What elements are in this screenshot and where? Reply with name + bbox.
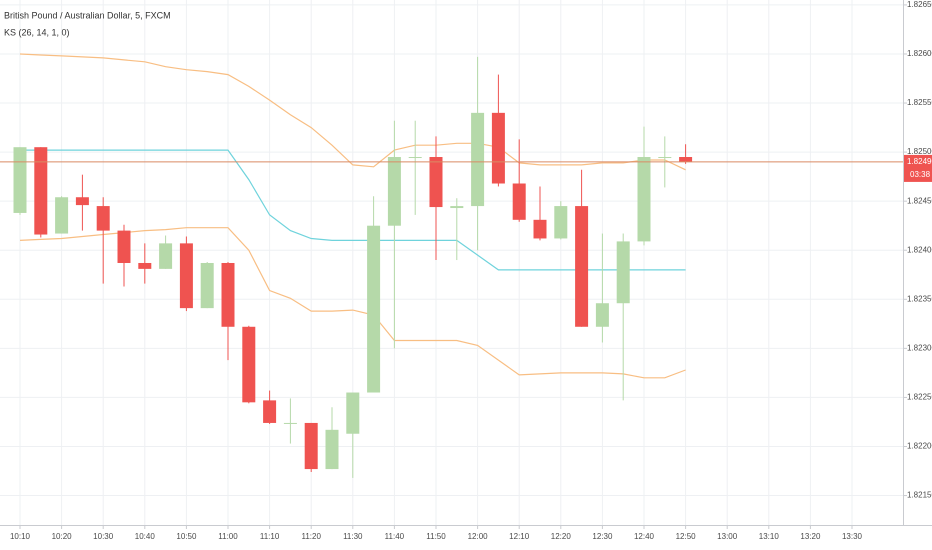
candle-body: [595, 303, 609, 327]
x-tick-label: 10:20: [52, 532, 73, 541]
candle-body: [450, 206, 464, 209]
candle-body: [554, 206, 568, 239]
candle-body: [179, 243, 193, 309]
x-tick-label: 12:00: [468, 532, 489, 541]
x-tick-label: 11:30: [343, 532, 363, 541]
x-tick-label: 13:10: [759, 532, 780, 541]
y-tick-label: 1.82550: [907, 98, 932, 107]
x-tick-label: 11:20: [301, 532, 321, 541]
candle-body: [512, 183, 526, 220]
indicator-label: KS (26, 14, 1, 0): [4, 27, 70, 37]
x-tick-label: 13:20: [800, 532, 821, 541]
y-tick-label: 1.82650: [907, 0, 932, 9]
candle-body: [117, 230, 131, 263]
x-tick-label: 11:00: [218, 532, 238, 541]
x-tick-label: 10:50: [176, 532, 197, 541]
y-tick-label: 1.82450: [907, 196, 932, 205]
candle-body: [429, 157, 443, 208]
indicator-line: [20, 149, 686, 271]
candle-body: [533, 219, 547, 239]
x-tick-label: 10:40: [135, 532, 156, 541]
candle-body: [221, 262, 235, 327]
candle-body: [55, 197, 69, 234]
candle-body: [346, 392, 360, 434]
candle-body: [304, 422, 318, 470]
candle-body: [159, 243, 173, 269]
chart-title: British Pound / Australian Dollar, 5, FX…: [4, 10, 171, 20]
x-tick-label: 13:30: [842, 532, 863, 541]
candle-body: [387, 157, 401, 226]
y-tick-label: 1.82150: [907, 491, 932, 500]
candle-body: [616, 241, 630, 304]
candle-body: [658, 157, 672, 159]
candle-body: [34, 147, 48, 235]
candle-body: [200, 262, 214, 309]
y-tick-label: 1.82600: [907, 49, 932, 58]
x-tick-label: 12:40: [634, 532, 655, 541]
candle-body: [471, 112, 485, 207]
y-tick-label: 1.82500: [907, 147, 932, 156]
candle-body: [138, 262, 152, 269]
x-tick-label: 12:10: [509, 532, 530, 541]
x-tick-label: 10:10: [10, 532, 31, 541]
x-tick-label: 11:50: [426, 532, 446, 541]
axes: 1.82150 1.82200 1.82250 1.82300 1.82350 1.824…: [10, 0, 932, 541]
y-tick-label: 1.82250: [907, 393, 932, 402]
x-tick-label: 12:50: [676, 532, 697, 541]
candle-body: [75, 197, 89, 206]
x-tick-label: 11:10: [260, 532, 280, 541]
candle-body: [367, 225, 381, 393]
candle-body: [408, 157, 422, 159]
countdown: 03:38: [910, 170, 931, 179]
y-tick-label: 1.82300: [907, 343, 932, 352]
last-price-tag: [904, 154, 932, 182]
candle-body: [325, 429, 339, 470]
candle-body: [13, 147, 27, 213]
candle-body: [263, 400, 277, 423]
candle-body: [575, 206, 589, 327]
y-tick-label: 1.82350: [907, 294, 932, 303]
candle-body: [96, 206, 110, 231]
candle-body: [491, 112, 505, 184]
x-tick-label: 10:30: [93, 532, 114, 541]
candle-body: [637, 157, 651, 242]
x-tick-label: 11:40: [385, 532, 405, 541]
x-tick-label: 13:00: [717, 532, 738, 541]
indicator-line: [19, 53, 686, 171]
candle-body: [283, 422, 297, 424]
y-tick-label: 1.82400: [907, 245, 932, 254]
candle-body: [242, 326, 256, 403]
candle-body: [679, 157, 693, 162]
y-tick-label: 1.82200: [907, 442, 932, 451]
x-tick-label: 12:30: [592, 532, 613, 541]
indicator-line: [19, 227, 686, 379]
plot: [0, 53, 903, 478]
x-tick-label: 12:20: [551, 532, 572, 541]
